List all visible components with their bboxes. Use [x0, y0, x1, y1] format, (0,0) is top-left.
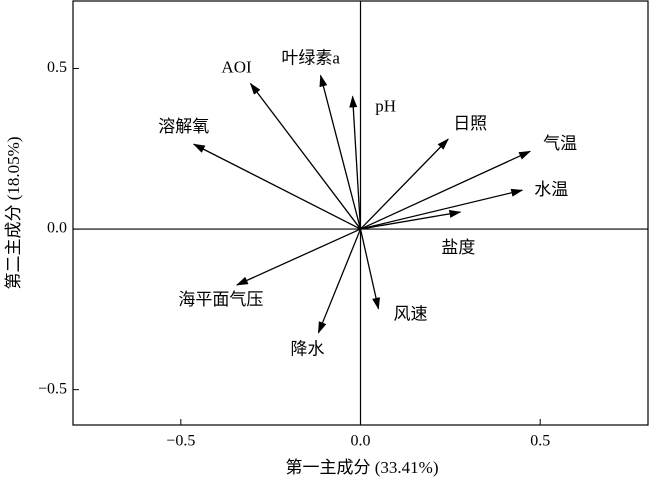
arrow-label: 海平面气压 — [178, 290, 263, 309]
x-tick-label: 0.0 — [351, 433, 371, 450]
loading-arrow — [349, 95, 362, 230]
x-tick-label: 0.5 — [530, 433, 550, 450]
x-axis-label: 第一主成分 (33.41%) — [286, 458, 439, 477]
arrow-label: 溶解氧 — [158, 117, 209, 136]
y-tick-label: 0.0 — [47, 220, 67, 237]
arrow-label: 水温 — [534, 180, 568, 199]
loading-arrow — [360, 150, 532, 230]
y-tick-label: 0.5 — [47, 59, 67, 76]
arrow-label: AOI — [221, 57, 252, 76]
loading-arrow — [317, 228, 362, 334]
loading-arrow — [360, 209, 462, 230]
loading-arrow — [249, 82, 362, 230]
arrow-label: pH — [375, 96, 396, 115]
arrow-label: 气温 — [543, 134, 577, 153]
y-tick-label: −0.5 — [38, 380, 67, 397]
arrow-label: 日照 — [453, 114, 487, 133]
arrow-label: 盐度 — [441, 238, 475, 257]
loading-arrow — [360, 188, 524, 230]
arrow-label: 叶绿素a — [281, 48, 340, 67]
loading-arrow — [359, 228, 380, 310]
x-tick-label: −0.5 — [166, 433, 195, 450]
loading-arrow — [192, 143, 361, 230]
arrow-label: 风速 — [393, 305, 427, 324]
loading-arrow — [360, 138, 449, 230]
arrow-label: 降水 — [290, 340, 324, 359]
loading-arrow — [319, 74, 362, 230]
y-axis-label: 第二主成分 (18.05%) — [4, 137, 23, 290]
loading-arrow — [235, 228, 361, 286]
